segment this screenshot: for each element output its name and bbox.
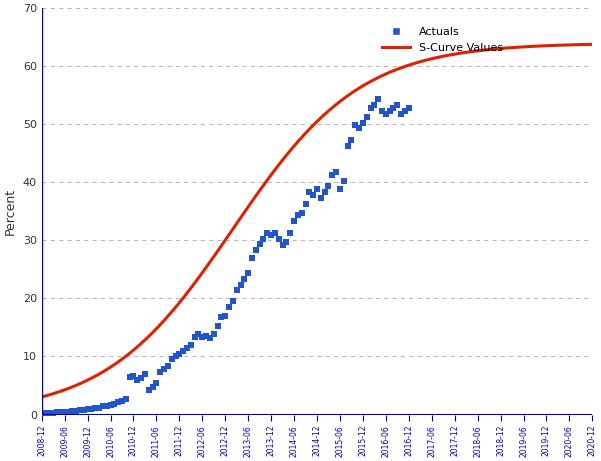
Point <box>64 408 73 415</box>
Point <box>293 212 303 219</box>
Point <box>377 107 387 115</box>
Point <box>255 241 264 248</box>
Point <box>98 403 108 410</box>
Point <box>300 200 310 207</box>
Point <box>156 368 165 376</box>
Point <box>60 408 70 415</box>
Point <box>274 236 284 243</box>
Point <box>240 276 249 283</box>
Point <box>324 183 334 190</box>
Point <box>251 247 261 254</box>
Point <box>308 191 318 199</box>
Point <box>178 347 188 355</box>
Point <box>404 104 413 112</box>
Point <box>224 303 234 311</box>
Point <box>316 195 326 202</box>
Point <box>385 107 394 115</box>
Point <box>347 136 356 144</box>
Point <box>270 229 280 236</box>
Point <box>289 218 299 225</box>
Legend: Actuals, S-Curve Values: Actuals, S-Curve Values <box>377 22 507 58</box>
Point <box>216 313 226 321</box>
Point <box>132 377 142 384</box>
Point <box>52 408 62 416</box>
Point <box>79 406 88 414</box>
Point <box>109 400 119 407</box>
Point <box>144 386 154 393</box>
Point <box>354 124 364 132</box>
Point <box>167 356 177 363</box>
Point <box>213 322 222 330</box>
Point <box>186 341 196 349</box>
Point <box>129 372 138 379</box>
Point <box>392 101 402 109</box>
Point <box>266 231 276 238</box>
Point <box>67 408 77 415</box>
Point <box>258 235 268 242</box>
Point <box>48 409 58 416</box>
Point <box>221 312 230 319</box>
Point <box>44 409 54 416</box>
Point <box>83 406 93 413</box>
Point <box>117 397 127 405</box>
Point <box>343 142 352 149</box>
Point <box>121 396 130 403</box>
Point <box>41 410 50 417</box>
Point <box>140 371 150 378</box>
Point <box>243 270 253 277</box>
Point <box>163 363 172 370</box>
Point <box>159 366 169 373</box>
Point <box>232 286 242 293</box>
Point <box>209 331 219 338</box>
Point <box>136 374 146 382</box>
Point <box>320 189 329 196</box>
Point <box>328 171 337 178</box>
Point <box>331 168 341 176</box>
Point <box>362 113 371 120</box>
Point <box>56 408 66 416</box>
Point <box>350 122 360 129</box>
Point <box>285 230 295 237</box>
Point <box>335 186 345 193</box>
Point <box>278 242 287 249</box>
Point <box>174 350 184 357</box>
Point <box>72 408 81 415</box>
Point <box>201 332 211 340</box>
Point <box>236 281 245 289</box>
Point <box>87 405 96 413</box>
Point <box>125 373 135 380</box>
Point <box>370 101 379 109</box>
Point <box>297 209 307 216</box>
Point <box>151 379 161 387</box>
Point <box>205 334 215 342</box>
Point <box>37 410 46 418</box>
Point <box>263 229 272 236</box>
Point <box>305 189 314 196</box>
Point <box>148 383 157 390</box>
Point <box>194 331 203 338</box>
Point <box>396 110 406 118</box>
Point <box>282 238 291 245</box>
Point <box>400 107 410 115</box>
Point <box>106 401 115 408</box>
Point <box>358 119 368 126</box>
Point <box>198 334 207 341</box>
Point <box>366 104 376 112</box>
Point <box>94 404 104 411</box>
Y-axis label: Percent: Percent <box>4 188 17 235</box>
Point <box>114 399 123 406</box>
Point <box>182 344 192 351</box>
Point <box>389 104 398 112</box>
Point <box>373 95 383 103</box>
Point <box>228 298 238 305</box>
Point <box>312 186 322 193</box>
Point <box>75 407 85 414</box>
Point <box>171 353 180 360</box>
Point <box>90 404 100 412</box>
Point <box>102 402 112 409</box>
Point <box>247 254 257 261</box>
Point <box>381 110 391 118</box>
Point <box>339 177 349 184</box>
Point <box>190 334 200 341</box>
